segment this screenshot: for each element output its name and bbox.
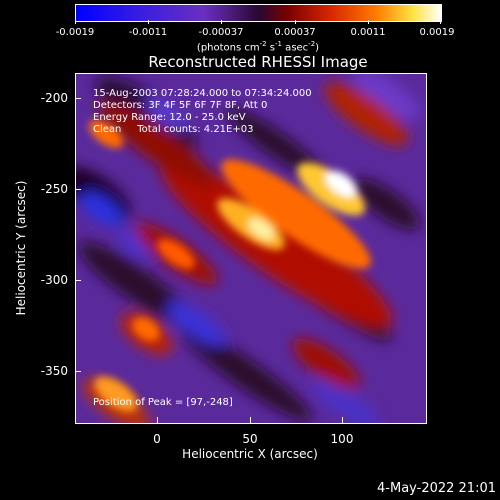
y-tickmark bbox=[75, 280, 81, 281]
colorbar-tick-label: -0.00037 bbox=[198, 27, 244, 38]
y-tickmark bbox=[75, 189, 81, 190]
y-tick-label: -200 bbox=[40, 91, 68, 105]
x-tickmark bbox=[250, 417, 251, 423]
colorbar-units: (photons cm-2 s-1 asec-2) bbox=[196, 40, 320, 54]
info-clean-counts: Clean Total counts: 4.21E+03 bbox=[93, 124, 254, 135]
colorbar-tickmark bbox=[295, 20, 296, 24]
x-axis-label: Heliocentric X (arcsec) bbox=[182, 447, 318, 461]
y-tick-label: -250 bbox=[40, 182, 68, 196]
y-tick-label: -350 bbox=[40, 364, 68, 378]
info-energy-range: Energy Range: 12.0 - 25.0 keV bbox=[93, 112, 246, 123]
y-axis-label: Heliocentric Y (arcsec) bbox=[14, 180, 28, 316]
plot-title: Reconstructed RHESSI Image bbox=[148, 53, 368, 71]
colorbar-tickmark bbox=[440, 20, 441, 24]
colorbar-tickmark bbox=[368, 20, 369, 24]
colorbar-tick-label: 0.00037 bbox=[274, 27, 316, 38]
colorbar-tick-label: 0.0019 bbox=[419, 27, 455, 38]
x-tickmark bbox=[342, 417, 343, 423]
x-tick-label: 0 bbox=[153, 432, 161, 446]
colorbar bbox=[75, 4, 442, 22]
info-peak-position: Position of Peak = [97,-248] bbox=[93, 397, 233, 408]
colorbar-tick-label: -0.0011 bbox=[128, 27, 168, 38]
rhessi-image bbox=[75, 73, 427, 424]
info-time-range: 15-Aug-2003 07:28:24.000 to 07:34:24.000 bbox=[93, 88, 312, 99]
colorbar-tickmark bbox=[148, 20, 149, 24]
y-tickmark bbox=[75, 371, 81, 372]
y-tickmark bbox=[75, 98, 81, 99]
timestamp: 4-May-2022 21:01 bbox=[377, 481, 496, 496]
x-tick-label: 50 bbox=[242, 432, 258, 446]
colorbar-tick-label: 0.0011 bbox=[350, 27, 386, 38]
x-tickmark bbox=[157, 417, 158, 423]
colorbar-tickmark bbox=[75, 20, 76, 24]
y-tick-label: -300 bbox=[40, 273, 68, 287]
colorbar-tickmark bbox=[221, 20, 222, 24]
x-tick-label: 100 bbox=[330, 432, 354, 446]
info-detectors: Detectors: 3F 4F 5F 6F 7F 8F, Att 0 bbox=[93, 100, 268, 111]
colorbar-tick-label: -0.0019 bbox=[55, 27, 95, 38]
